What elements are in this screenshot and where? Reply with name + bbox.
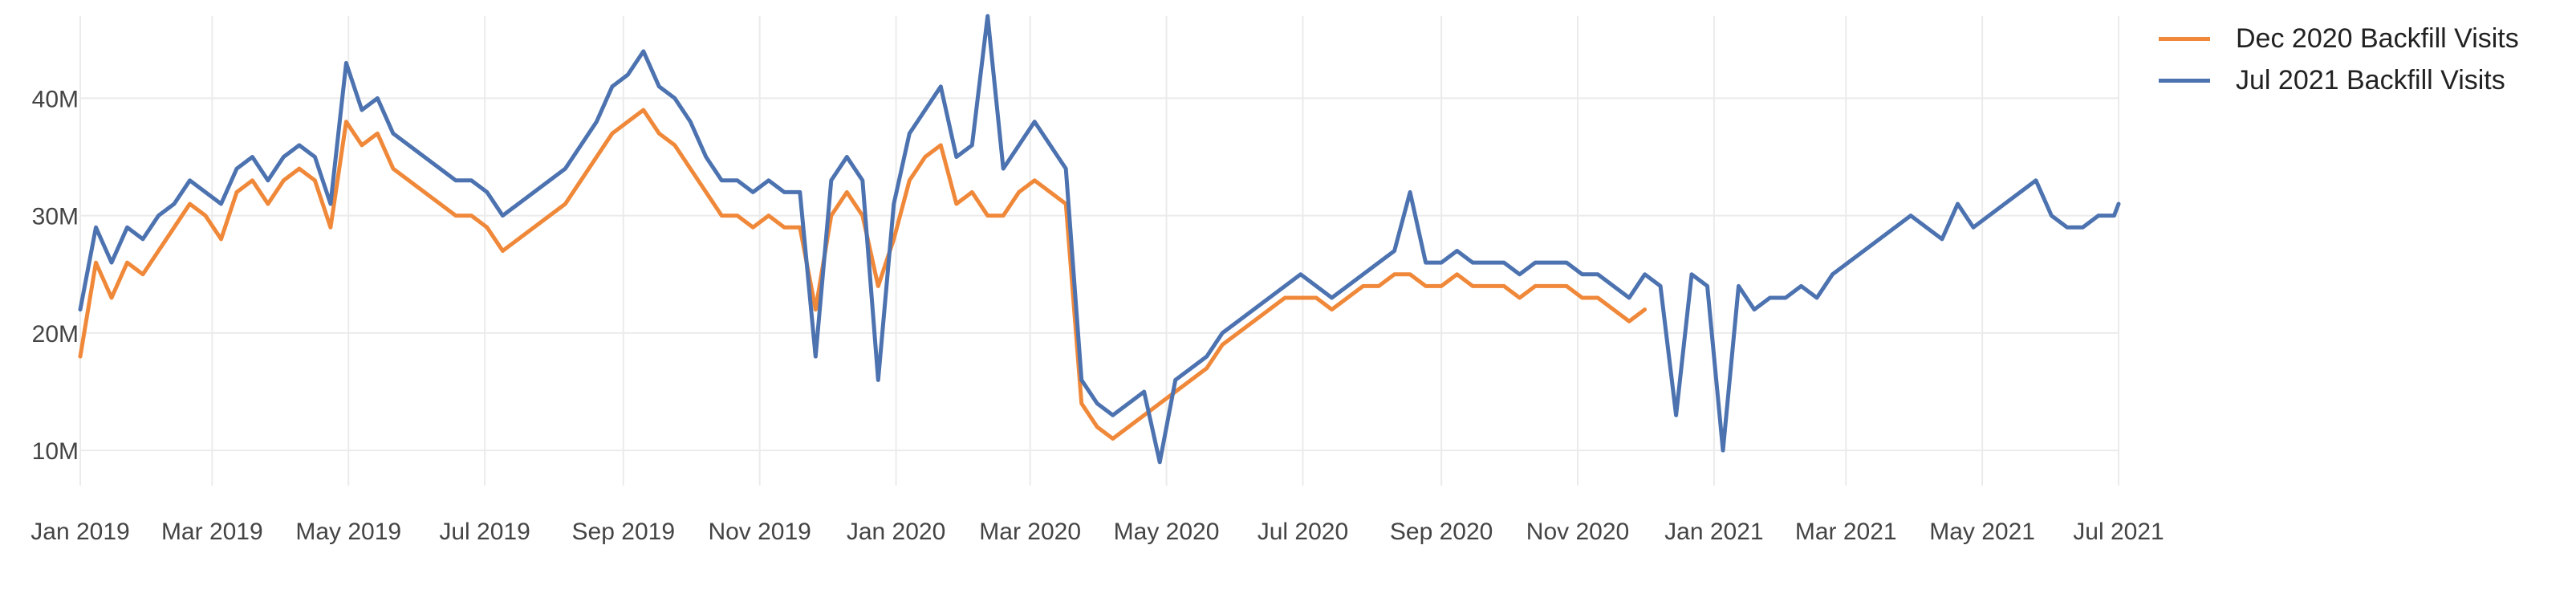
x-tick-label: Mar 2019 [161,519,263,545]
series-line-1 [78,14,2121,465]
legend-label-jul-2021: Jul 2021 Backfill Visits [2236,64,2505,96]
y-axis-ticks: 10M 20M 30M 40M [32,86,79,465]
legend-item-dec-2020[interactable]: Dec 2020 Backfill Visits [2159,18,2519,59]
x-tick-label: Jan 2021 [1664,519,1763,545]
x-axis-ticks: Jan 2019 Mar 2019 May 2019 Jul 2019 Sep 2019… [30,519,2164,545]
x-tick-label: Mar 2020 [979,519,1081,545]
legend: Dec 2020 Backfill Visits Jul 2021 Backfi… [2159,18,2519,101]
legend-swatch-dec-2020 [2159,36,2210,41]
x-tick-label: Nov 2020 [1526,519,1629,545]
series-line-0 [78,108,1648,441]
x-tick-label: May 2020 [1114,519,1220,545]
x-tick-label: Jul 2019 [439,519,530,545]
x-tick-label: Nov 2019 [708,519,811,545]
legend-swatch-jul-2021 [2159,78,2210,83]
grid [79,16,2119,486]
y-tick-label: 20M [32,321,79,348]
x-tick-label: Mar 2021 [1795,519,1897,545]
y-tick-label: 10M [32,438,79,465]
x-tick-label: Sep 2019 [572,519,675,545]
x-tick-label: Jan 2019 [30,519,129,545]
y-tick-label: 40M [32,86,79,112]
legend-item-jul-2021[interactable]: Jul 2021 Backfill Visits [2159,59,2519,101]
series-lines [78,14,2121,465]
legend-label-dec-2020: Dec 2020 Backfill Visits [2236,22,2519,54]
x-tick-label: May 2021 [1929,519,2035,545]
x-tick-label: Jul 2021 [2073,519,2164,545]
x-tick-label: Jan 2020 [847,519,945,545]
x-tick-label: Sep 2020 [1390,519,1493,545]
y-tick-label: 30M [32,204,79,230]
x-tick-label: Jul 2020 [1258,519,1348,545]
x-tick-label: May 2019 [295,519,401,545]
